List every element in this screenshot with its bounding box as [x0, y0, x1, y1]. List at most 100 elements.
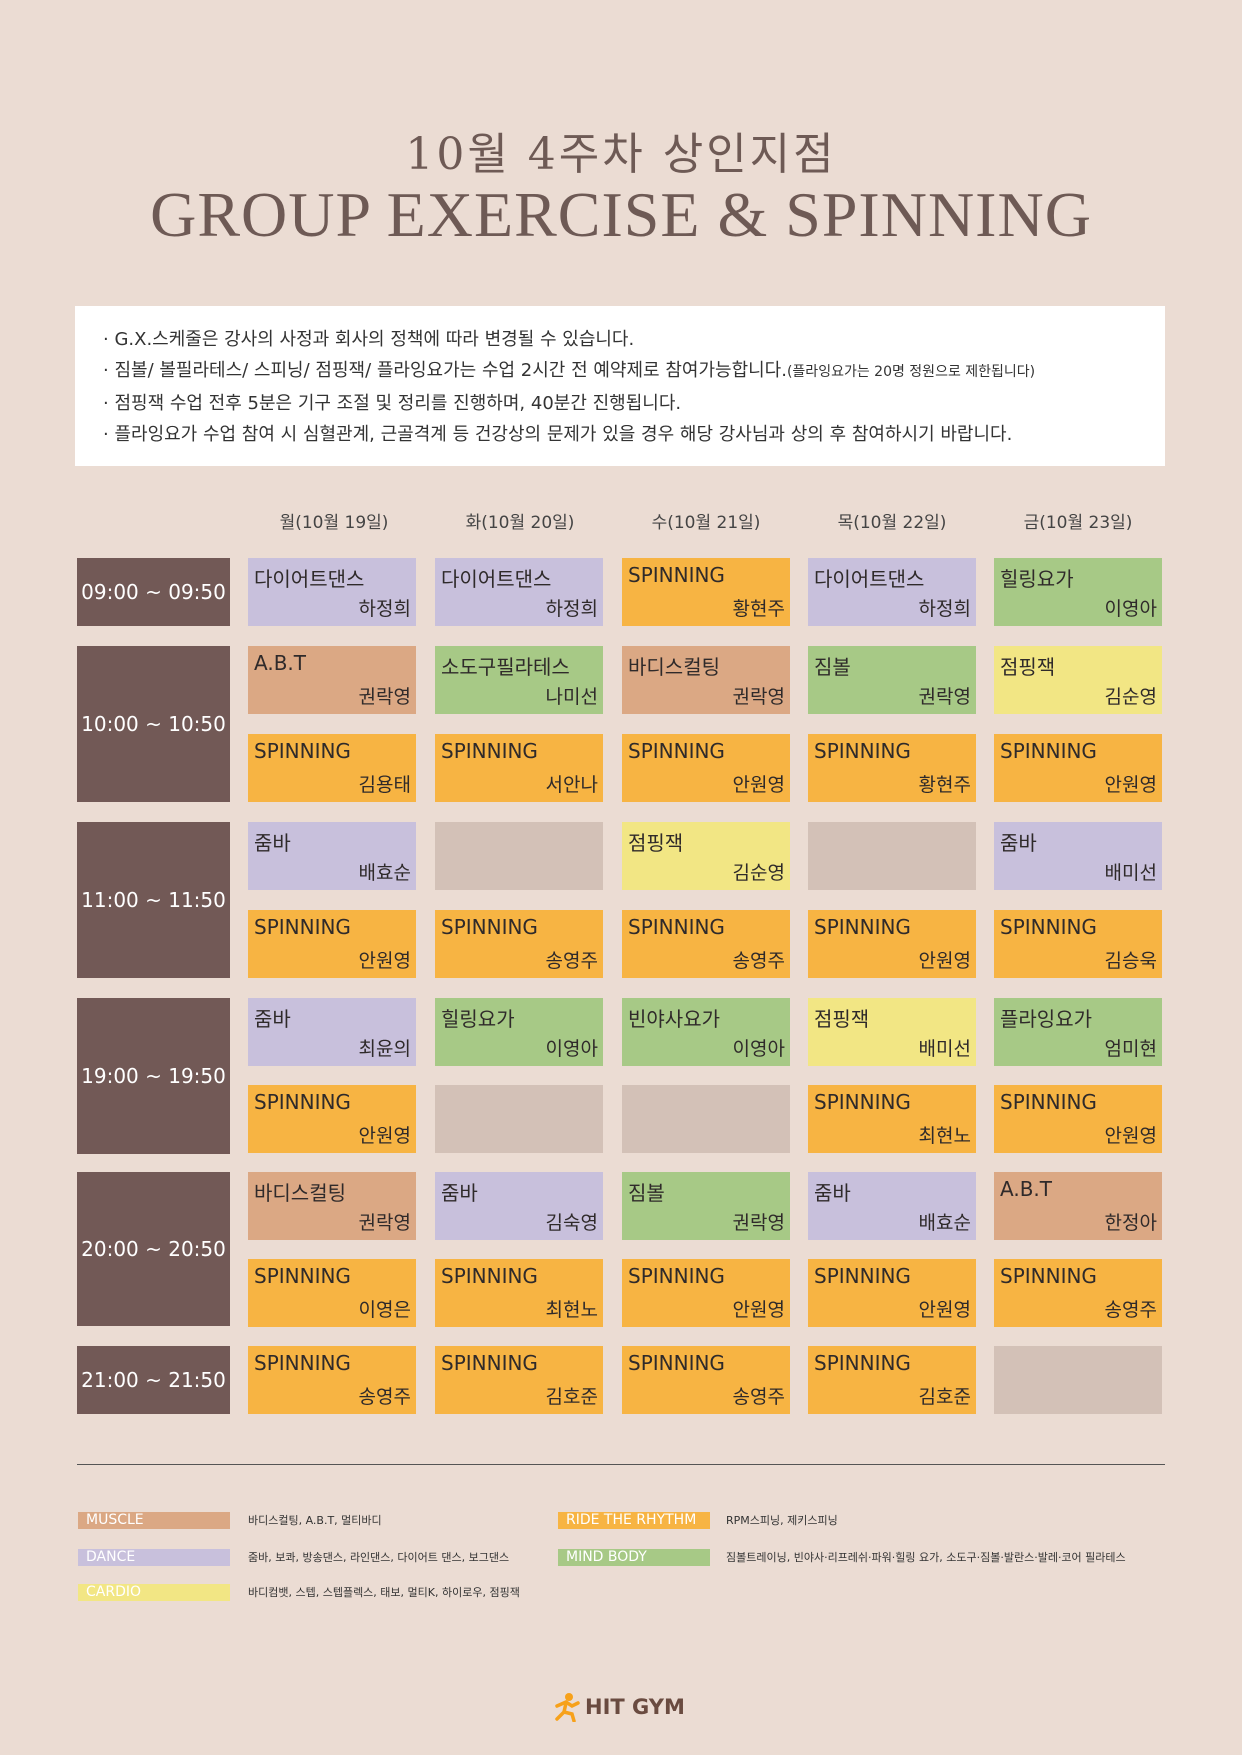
class-name: SPINNING	[441, 1264, 538, 1288]
notice-line-note: (플라잉요가는 20명 정원으로 제한됩니다)	[786, 364, 1036, 380]
hitgym-logo: HIT GYM	[552, 1692, 685, 1722]
class-cell: 다이어트댄스 하정희	[808, 558, 976, 626]
class-name: SPINNING	[628, 915, 725, 939]
class-cell: SPINNING 서안나	[435, 734, 603, 802]
class-cell: 빈야사요가 이영아	[622, 998, 790, 1066]
class-cell: 점핑잭 김순영	[622, 822, 790, 890]
instructor-name: 안원영	[732, 1299, 785, 1321]
class-name: SPINNING	[441, 915, 538, 939]
instructor-name: 한정아	[1104, 1212, 1157, 1234]
class-cell: SPINNING 안원영	[248, 1085, 416, 1153]
class-cell: SPINNING 안원영	[808, 910, 976, 978]
legend-muscle-desc: 바디스컬팅, A.B.T, 멀티바디	[248, 1514, 382, 1527]
class-name: SPINNING	[814, 739, 911, 763]
legend-cardio-label: CARDIO	[78, 1584, 230, 1601]
instructor-name: 김승욱	[1104, 950, 1157, 972]
class-name: SPINNING	[254, 1090, 351, 1114]
class-name: SPINNING	[254, 1264, 351, 1288]
instructor-name: 권락영	[918, 686, 971, 708]
time-slot: 10:00 ~ 10:50	[77, 646, 230, 802]
class-cell: SPINNING 안원영	[994, 1085, 1162, 1153]
instructor-name: 최윤의	[358, 1038, 411, 1060]
instructor-name: 권락영	[732, 1212, 785, 1234]
legend-cardio-desc: 바디컴뱃, 스텝, 스텝플렉스, 태보, 멀티K, 하이로우, 점핑잭	[248, 1586, 520, 1599]
empty-class-slot	[808, 822, 976, 890]
class-name: 바디스컬팅	[628, 655, 720, 679]
class-cell: 소도구필라테스 나미선	[435, 646, 603, 714]
class-name: A.B.T	[1000, 1177, 1052, 1201]
legend-mind-label: MIND BODY	[558, 1549, 710, 1566]
time-slot: 20:00 ~ 20:50	[77, 1172, 230, 1326]
runner-icon	[555, 1693, 580, 1722]
class-name: SPINNING	[1000, 915, 1097, 939]
instructor-name: 최현노	[918, 1125, 971, 1147]
class-cell: SPINNING 김호준	[808, 1346, 976, 1414]
class-name: SPINNING	[254, 1351, 351, 1375]
legend-dance-label: DANCE	[78, 1549, 230, 1566]
instructor-name: 서안나	[545, 774, 598, 796]
page-title: GROUP EXERCISE & SPINNING	[150, 179, 1092, 250]
notice-box: · G.X.스케줄은 강사의 사정과 회사의 정책에 따라 변경될 수 있습니다…	[75, 306, 1165, 466]
class-name: SPINNING	[1000, 1264, 1097, 1288]
class-name: SPINNING	[628, 563, 725, 587]
class-name: 짐볼	[628, 1181, 665, 1205]
notice-line: · 플라잉요가 수업 참여 시 심혈관계, 근골격계 등 건강상의 문제가 있을…	[103, 424, 1013, 445]
legend-dance-desc: 줌바, 보콰, 방송댄스, 라인댄스, 다이어트 댄스, 보그댄스	[248, 1551, 510, 1564]
class-name: SPINNING	[1000, 739, 1097, 763]
class-cell: 다이어트댄스 하정희	[248, 558, 416, 626]
instructor-name: 안원영	[1104, 1125, 1157, 1147]
class-name: 플라잉요가	[1000, 1007, 1092, 1031]
class-name: 다이어트댄스	[254, 567, 365, 591]
instructor-name: 김숙영	[545, 1212, 598, 1234]
class-cell: 다이어트댄스 하정희	[435, 558, 603, 626]
class-cell: 짐볼 권락영	[808, 646, 976, 714]
instructor-name: 배미선	[1104, 862, 1157, 884]
instructor-name: 나미선	[545, 686, 598, 708]
class-name: 줌바	[254, 831, 291, 855]
class-cell: SPINNING 안원영	[994, 734, 1162, 802]
instructor-name: 안원영	[358, 1125, 411, 1147]
class-name: A.B.T	[254, 651, 306, 675]
class-cell: 플라잉요가 엄미현	[994, 998, 1162, 1066]
instructor-name: 권락영	[358, 686, 411, 708]
class-name: SPINNING	[1000, 1090, 1097, 1114]
legend-mind-desc: 짐볼트레이닝, 빈야사·리프레쉬·파워·힐링 요가, 소도구·짐볼·발란스·발레…	[726, 1551, 1126, 1564]
time-slot: 09:00 ~ 09:50	[77, 558, 230, 626]
empty-class-slot	[622, 1085, 790, 1153]
page-subtitle: 10월 4주차 상인지점	[405, 129, 837, 180]
class-name: 줌바	[441, 1181, 478, 1205]
instructor-name: 김호준	[545, 1386, 598, 1408]
notice-line-text: · 짐볼/ 볼필라테스/ 스피닝/ 점핑잭/ 플라잉요가는 수업 2시간 전 예…	[103, 360, 787, 381]
instructor-name: 하정희	[918, 598, 971, 620]
day-header-thu: 목(10월 22일)	[837, 513, 947, 533]
class-cell: A.B.T 한정아	[994, 1172, 1162, 1240]
class-cell: 점핑잭 김순영	[994, 646, 1162, 714]
instructor-name: 이영아	[545, 1038, 598, 1060]
instructor-name: 배효순	[358, 862, 411, 884]
class-name: 줌바	[1000, 831, 1037, 855]
instructor-name: 안원영	[358, 950, 411, 972]
class-name: SPINNING	[254, 739, 351, 763]
class-cell: SPINNING 송영주	[994, 1259, 1162, 1327]
class-name: 점핑잭	[814, 1007, 870, 1031]
class-name: SPINNING	[814, 1264, 911, 1288]
instructor-name: 송영주	[732, 950, 785, 972]
class-name: SPINNING	[441, 739, 538, 763]
class-name: 힐링요가	[441, 1007, 515, 1031]
instructor-name: 송영주	[1104, 1299, 1157, 1321]
divider	[77, 1464, 1165, 1465]
class-cell: SPINNING 황현주	[808, 734, 976, 802]
notice-line: · G.X.스케줄은 강사의 사정과 회사의 정책에 따라 변경될 수 있습니다…	[103, 329, 635, 350]
instructor-name: 배미선	[918, 1038, 971, 1060]
instructor-name: 김호준	[918, 1386, 971, 1408]
class-name: 점핑잭	[1000, 655, 1056, 679]
class-cell: SPINNING 송영주	[622, 910, 790, 978]
class-name: 힐링요가	[1000, 567, 1074, 591]
day-header-tue: 화(10월 20일)	[465, 513, 575, 533]
instructor-name: 이영아	[1104, 598, 1157, 620]
class-name: 줌바	[814, 1181, 851, 1205]
empty-class-slot	[435, 822, 603, 890]
